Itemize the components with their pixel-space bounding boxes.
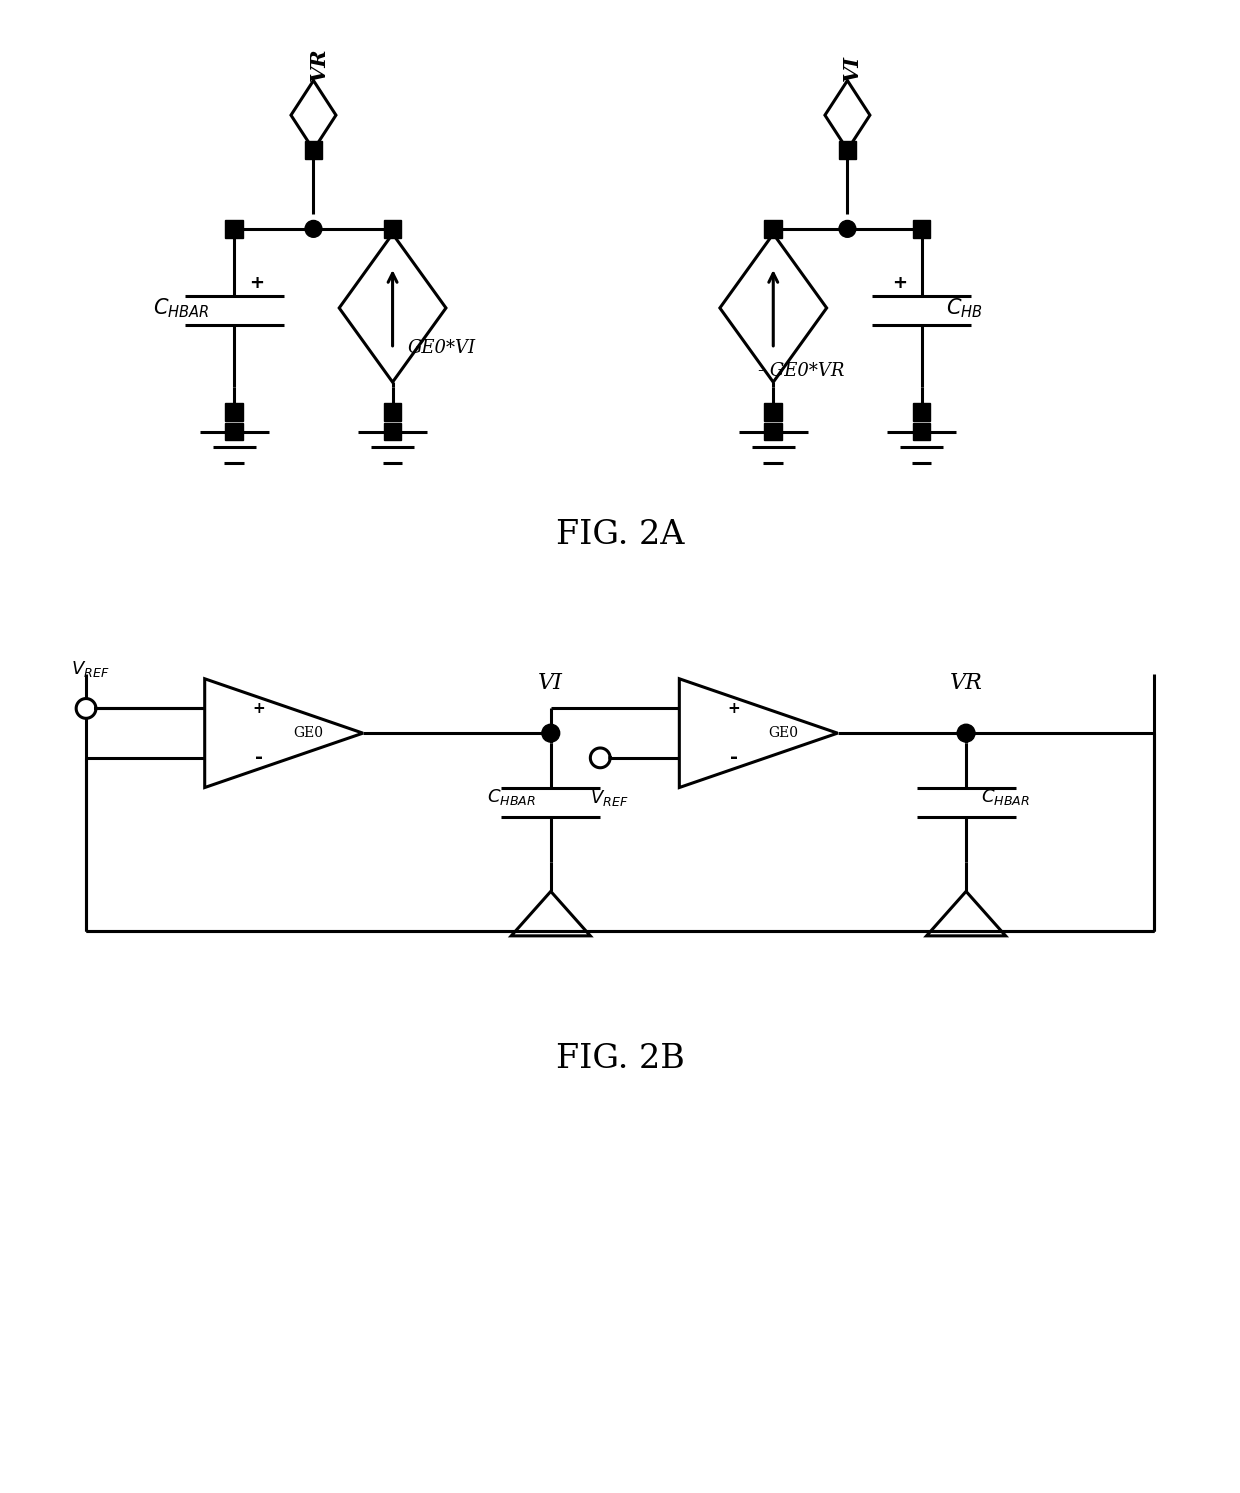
- Bar: [226, 423, 243, 440]
- Text: $C_{HBAR}$: $C_{HBAR}$: [154, 296, 210, 320]
- Bar: [838, 140, 857, 158]
- Bar: [226, 403, 243, 421]
- Circle shape: [590, 748, 610, 767]
- Circle shape: [957, 724, 975, 742]
- Text: $C_{HBAR}$: $C_{HBAR}$: [981, 787, 1029, 808]
- Text: VR: VR: [950, 672, 982, 694]
- Bar: [764, 423, 782, 440]
- Text: VR: VR: [309, 46, 329, 81]
- Text: +: +: [728, 700, 740, 717]
- Bar: [305, 140, 322, 158]
- Text: $C_{HBAR}$: $C_{HBAR}$: [487, 787, 536, 808]
- Bar: [764, 403, 782, 421]
- Circle shape: [305, 221, 322, 237]
- Text: -: -: [729, 748, 738, 767]
- Text: +: +: [249, 275, 264, 293]
- Text: VI: VI: [538, 672, 563, 694]
- Text: +: +: [253, 700, 265, 717]
- Text: GE0: GE0: [294, 726, 324, 741]
- Text: -: -: [255, 748, 263, 767]
- Bar: [913, 423, 930, 440]
- Text: +: +: [892, 275, 906, 293]
- Circle shape: [839, 221, 856, 237]
- Bar: [913, 403, 930, 421]
- Bar: [913, 219, 930, 237]
- Text: GE0: GE0: [768, 726, 799, 741]
- Text: - GE0*VR: - GE0*VR: [759, 363, 844, 381]
- Bar: [226, 219, 243, 237]
- Text: FIG. 2B: FIG. 2B: [556, 1044, 684, 1075]
- Bar: [383, 219, 402, 237]
- Text: FIG. 2A: FIG. 2A: [556, 520, 684, 551]
- Text: GE0*VI: GE0*VI: [408, 339, 475, 357]
- Circle shape: [542, 724, 559, 742]
- Text: VI: VI: [842, 55, 862, 81]
- Bar: [383, 423, 402, 440]
- Bar: [383, 403, 402, 421]
- Text: $C_{HB}$: $C_{HB}$: [946, 296, 983, 320]
- Bar: [764, 219, 782, 237]
- Circle shape: [76, 699, 95, 718]
- Text: $V_{REF}$: $V_{REF}$: [590, 787, 629, 808]
- Text: $V_{REF}$: $V_{REF}$: [71, 658, 109, 679]
